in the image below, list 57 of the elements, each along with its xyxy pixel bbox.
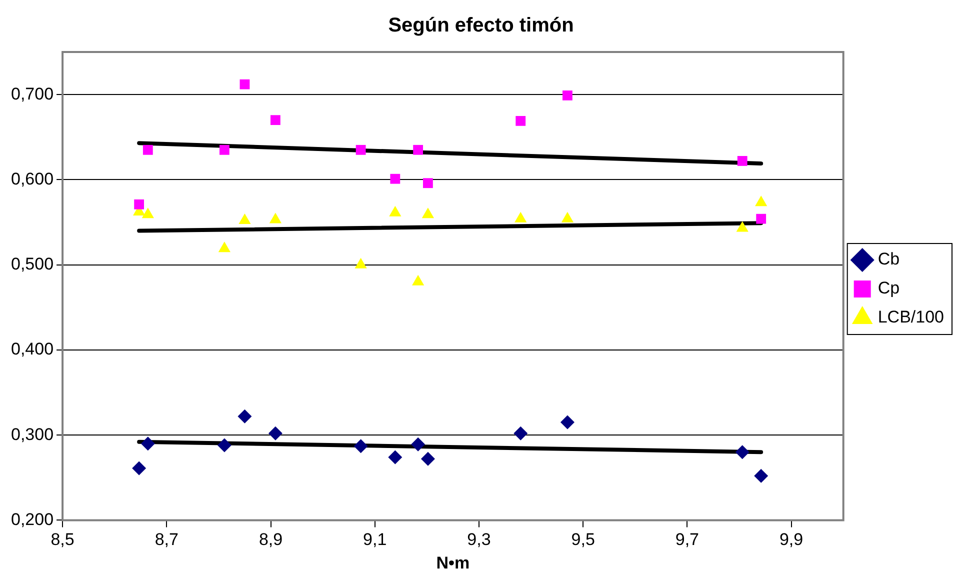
y-tick-label: 0,300 bbox=[10, 424, 54, 444]
legend-label: Cb bbox=[878, 250, 900, 269]
point bbox=[240, 79, 250, 90]
point bbox=[217, 438, 232, 452]
x-tick-label: 9,9 bbox=[779, 530, 804, 550]
legend-label: Cp bbox=[878, 278, 900, 298]
point bbox=[755, 196, 768, 206]
point bbox=[514, 212, 527, 222]
x-tick-label: 8,9 bbox=[258, 530, 283, 550]
x-tick-label: 9,7 bbox=[675, 530, 700, 550]
point bbox=[388, 450, 402, 464]
x-tick-label: 8,5 bbox=[50, 530, 74, 550]
point bbox=[420, 452, 435, 466]
x-tick-label: 9,1 bbox=[363, 530, 387, 550]
point bbox=[423, 178, 433, 188]
point bbox=[238, 214, 251, 224]
point bbox=[356, 144, 366, 155]
point bbox=[268, 426, 282, 440]
point bbox=[412, 274, 424, 286]
point bbox=[422, 208, 434, 218]
point bbox=[561, 212, 574, 222]
point bbox=[413, 144, 424, 155]
y-tick-label: 0,700 bbox=[10, 84, 54, 104]
chart-title: Según efecto timón bbox=[388, 14, 574, 37]
point bbox=[736, 221, 748, 232]
point bbox=[132, 461, 146, 476]
point bbox=[756, 214, 766, 224]
y-tick-label: 0,600 bbox=[10, 169, 54, 188]
point bbox=[269, 212, 282, 224]
point bbox=[238, 409, 252, 424]
point bbox=[270, 115, 280, 126]
point bbox=[354, 258, 367, 268]
point bbox=[754, 468, 768, 483]
x-tick-label: 9,3 bbox=[467, 530, 491, 550]
point bbox=[562, 90, 572, 100]
point bbox=[735, 445, 750, 460]
point bbox=[218, 242, 230, 252]
point bbox=[354, 439, 368, 454]
point bbox=[142, 208, 154, 218]
point bbox=[390, 174, 400, 184]
point bbox=[514, 426, 528, 440]
point bbox=[389, 206, 402, 216]
point bbox=[142, 144, 153, 155]
x-tick-label: 9,5 bbox=[571, 530, 595, 550]
point bbox=[411, 437, 426, 452]
point bbox=[140, 436, 155, 451]
y-tick-label: 0,200 bbox=[10, 510, 54, 529]
y-tick-label: 0,400 bbox=[10, 340, 54, 359]
x-tick-label: 8,7 bbox=[154, 530, 178, 550]
point bbox=[219, 144, 230, 155]
legend-label: LCB/100 bbox=[878, 308, 944, 327]
point bbox=[560, 415, 574, 430]
point bbox=[134, 199, 144, 210]
point bbox=[737, 156, 748, 166]
y-tick-label: 0,500 bbox=[10, 254, 54, 274]
point bbox=[516, 116, 526, 126]
x-axis-title: N•m bbox=[436, 553, 470, 572]
